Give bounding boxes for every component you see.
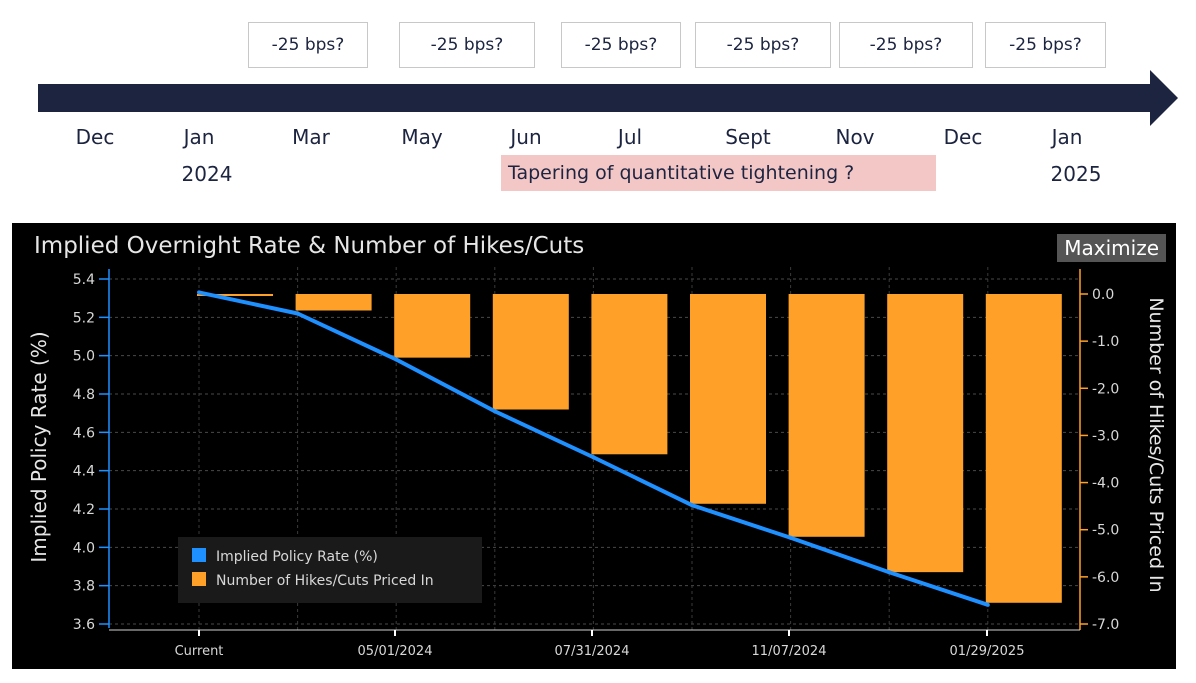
rate-point: [788, 535, 793, 540]
chart-canvas: 5.4 5.2 5.0 4.8 4.6 4.4 4.2 4.0 3.8 3.6 0.0 -1.0 -2.…: [27, 267, 1167, 659]
left-tick-label: 3.8: [73, 579, 95, 595]
chart-panel: 5.4 5.2 5.0 4.8 4.6 4.4 4.2 4.0 3.8 3.6 0.0 -1.0 -2.…: [12, 223, 1176, 669]
left-tick-label: 5.4: [73, 272, 95, 288]
bar: [492, 294, 569, 410]
rate-point: [887, 570, 892, 575]
x-tick-label: 05/01/2024: [358, 644, 433, 659]
left-tick-label: 4.8: [73, 387, 95, 403]
right-tick-label: 0.0: [1092, 287, 1114, 303]
chart-title: Implied Overnight Rate & Number of Hikes…: [34, 233, 585, 259]
timeline-year: 2024: [181, 162, 233, 186]
bar: [887, 294, 964, 573]
y-axis-label-right: Number of Hikes/Cuts Priced In: [1145, 297, 1167, 592]
timeline-year: 2025: [1050, 162, 1102, 186]
legend-swatch-rate: [192, 548, 206, 562]
legend-label-rate: Implied Policy Rate (%): [216, 549, 378, 565]
taper-label: Tapering of quantitative tightening ?: [508, 162, 855, 184]
timeline-month: Jan: [183, 125, 215, 149]
right-tick-label: -5.0: [1092, 523, 1119, 539]
timeline-month: Dec: [75, 125, 115, 149]
left-tick-label: 4.0: [73, 540, 95, 556]
rate-cut-label: -25 bps?: [726, 35, 800, 55]
rate-cut-box: -25 bps?: [839, 22, 973, 68]
rate-point: [591, 455, 596, 460]
rate-cut-box: -25 bps?: [985, 22, 1106, 68]
timeline-month: Mar: [292, 125, 330, 149]
rate-point: [985, 602, 990, 607]
rate-point: [690, 503, 694, 508]
bar: [788, 294, 865, 537]
bar: [591, 294, 668, 455]
bar: [295, 294, 372, 311]
timeline-arrow: [38, 70, 1178, 126]
x-tick-label: 11/07/2024: [752, 644, 827, 659]
right-tick-label: -4.0: [1092, 476, 1119, 492]
rate-cut-box: -25 bps?: [399, 22, 535, 68]
x-tick-label: 07/31/2024: [555, 644, 630, 659]
right-tick-label: -1.0: [1092, 334, 1119, 350]
bar: [690, 294, 766, 504]
rate-cut-label: -25 bps?: [1009, 35, 1082, 55]
rate-point: [197, 290, 201, 295]
bar: [197, 294, 273, 296]
timeline-month: Jun: [510, 125, 542, 149]
timeline-month: Nov: [835, 125, 875, 149]
rate-cut-label: -25 bps?: [584, 35, 658, 55]
right-tick-label: -2.0: [1092, 381, 1119, 397]
bar: [985, 294, 1062, 603]
rate-point: [295, 311, 300, 316]
timeline-month: May: [401, 125, 443, 149]
left-tick-label: 5.0: [73, 349, 95, 365]
rate-point: [394, 357, 399, 362]
x-tick-label: Current: [175, 644, 224, 659]
timeline-month: Jul: [617, 125, 643, 149]
taper-highlight: Tapering of quantitative tightening ?: [501, 155, 936, 191]
legend-label-cuts: Number of Hikes/Cuts Priced In: [216, 573, 434, 589]
x-tick-label: 01/29/2025: [950, 644, 1025, 659]
timeline-month: Dec: [943, 125, 983, 149]
rate-cut-label: -25 bps?: [271, 35, 345, 55]
rate-point: [492, 409, 497, 414]
rate-cut-label: -25 bps?: [430, 35, 504, 55]
left-tick-label: 4.2: [73, 502, 95, 518]
bar: [394, 294, 471, 358]
legend-box: [178, 537, 482, 603]
left-tick-label: 3.6: [73, 617, 95, 633]
legend-swatch-cuts: [192, 572, 206, 586]
rate-cut-box: -25 bps?: [248, 22, 368, 68]
timeline-month: Jan: [1051, 125, 1083, 149]
right-tick-label: -3.0: [1092, 428, 1119, 444]
right-tick-label: -7.0: [1092, 617, 1119, 633]
right-tick-label: -6.0: [1092, 570, 1119, 586]
rate-cut-box: -25 bps?: [695, 22, 831, 68]
timeline-month: Sept: [725, 125, 771, 149]
maximize-button[interactable]: Maximize: [1057, 234, 1166, 262]
rate-cut-label: -25 bps?: [869, 35, 943, 55]
left-tick-label: 4.4: [73, 464, 95, 480]
y-axis-label-left: Implied Policy Rate (%): [27, 331, 51, 562]
rate-cut-box: -25 bps?: [561, 22, 681, 68]
left-tick-label: 5.2: [73, 310, 95, 326]
left-tick-label: 4.6: [73, 425, 95, 441]
